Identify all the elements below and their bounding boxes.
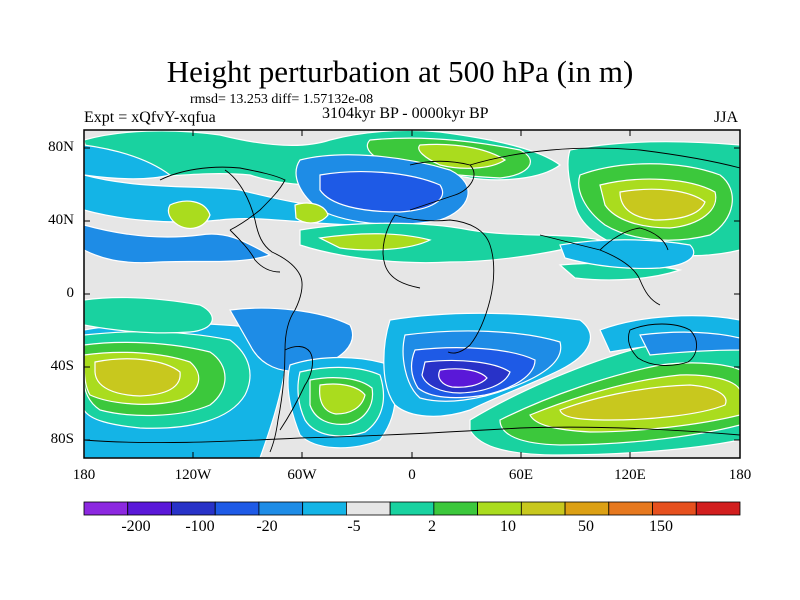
x-label-180e: 180: [728, 467, 752, 483]
colorbar-label-2: 2: [428, 518, 436, 535]
colorbar-swatch: [127, 501, 172, 516]
colorbar-swatch: [652, 501, 697, 516]
contour-region: [318, 233, 432, 251]
colorbar-label-minus20: -20: [256, 518, 278, 535]
contour-fields: [84, 130, 740, 458]
colorbar-swatch: [302, 501, 347, 516]
colorbar-label-minus5: -5: [347, 518, 361, 535]
map-title: Height perturbation at 500 hPa (in m): [166, 54, 634, 89]
y-label-80n: 80N: [48, 139, 74, 155]
colorbar-swatch: [83, 501, 129, 516]
stats-text: rmsd= 13.253 diff= 1.57132e-08: [190, 92, 374, 107]
contour-region: [319, 383, 366, 415]
colorbar-swatch: [695, 501, 741, 516]
colorbar-label-minus200: -200: [121, 518, 151, 535]
y-label-0: 0: [66, 285, 75, 301]
y-label-40n: 40N: [48, 212, 74, 228]
colorbar-swatch: [433, 501, 479, 516]
season-label: JJA: [714, 109, 739, 126]
colorbar-label-minus100: -100: [185, 518, 215, 535]
colorbar-swatch: [477, 501, 522, 516]
colorbar-swatch: [214, 501, 260, 516]
contour-region: [94, 358, 181, 397]
contour-region: [559, 239, 695, 269]
colorbar-swatch: [258, 501, 304, 516]
x-label-120e: 120E: [614, 467, 646, 483]
contour-region: [319, 170, 444, 213]
coastlines: [84, 147, 740, 453]
x-label-0: 0: [408, 467, 416, 483]
x-label-120w: 120W: [174, 467, 212, 483]
colorbar-swatch: [520, 501, 566, 516]
contour-region: [84, 296, 213, 334]
contour-region: [438, 368, 488, 388]
x-label-180w: 180: [72, 467, 96, 483]
colorbar: [83, 501, 741, 516]
contour-region: [639, 331, 740, 356]
colorbar-swatch: [345, 501, 391, 516]
y-label-80s: 80S: [50, 431, 74, 447]
colorbar-swatch: [564, 501, 610, 516]
contour-region: [167, 200, 211, 229]
y-label-40s: 40S: [50, 358, 74, 374]
contour-region: [619, 188, 706, 221]
colorbar-swatch: [608, 501, 653, 516]
colorbar-label-50: 50: [578, 518, 594, 535]
contour-region: [559, 384, 727, 421]
contour-region: [84, 144, 172, 180]
colorbar-label-150: 150: [649, 518, 673, 535]
x-label-60w: 60W: [287, 467, 317, 483]
contour-region: [229, 307, 354, 372]
colorbar-swatch: [389, 501, 435, 516]
contour-region: [294, 202, 329, 224]
experiment-label: Expt = xQfvY-xqfua: [84, 109, 216, 126]
axis-ticks: [83, 130, 741, 458]
colorbar-label-10: 10: [500, 518, 516, 535]
colorbar-swatch: [171, 501, 216, 516]
period-label: 3104kyr BP - 0000kyr BP: [322, 105, 489, 122]
map-plot-area: [84, 130, 740, 458]
contour-region: [84, 224, 272, 264]
contour-region: [418, 143, 507, 169]
x-label-60e: 60E: [508, 467, 534, 483]
